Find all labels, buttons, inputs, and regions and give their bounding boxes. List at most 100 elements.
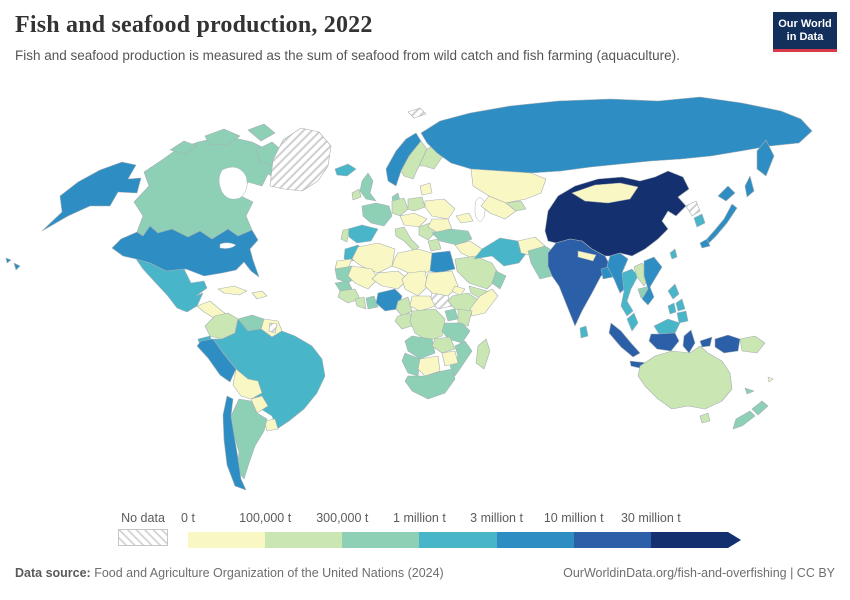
country-philippines-mindanao[interactable] — [676, 310, 689, 324]
country-vietnam[interactable] — [641, 256, 663, 306]
country-sudan[interactable] — [424, 270, 459, 297]
country-germany[interactable] — [391, 197, 409, 217]
legend-segment[interactable] — [265, 532, 343, 548]
country-cuba[interactable] — [217, 285, 248, 296]
legend-segment[interactable] — [650, 532, 728, 548]
country-greece[interactable] — [427, 238, 442, 252]
country-svalbard[interactable] — [407, 107, 427, 119]
country-united-kingdom[interactable] — [359, 172, 377, 202]
country-hawaii[interactable] — [5, 257, 21, 271]
country-chile[interactable] — [222, 395, 247, 491]
country-central-europe[interactable] — [399, 212, 428, 228]
country-spain[interactable] — [347, 224, 379, 244]
country-papua-new-guinea[interactable] — [739, 335, 766, 354]
country-italy[interactable] — [394, 226, 420, 252]
country-peru[interactable] — [196, 338, 237, 383]
country-taiwan[interactable] — [669, 248, 678, 260]
legend-segment[interactable] — [419, 532, 497, 548]
country-egypt[interactable] — [429, 250, 456, 274]
country-drc[interactable] — [409, 308, 446, 342]
country-guinea[interactable] — [337, 288, 361, 304]
country-alaska[interactable] — [41, 161, 142, 232]
country-zimbabwe[interactable] — [441, 350, 459, 367]
country-new-zealand-north[interactable] — [751, 400, 769, 416]
country-somalia[interactable] — [469, 288, 499, 317]
country-central-african-republic[interactable] — [409, 295, 436, 312]
country-belarus-ukraine[interactable] — [424, 198, 456, 220]
country-sweden[interactable] — [400, 140, 428, 180]
country-madagascar[interactable] — [475, 338, 491, 370]
country-philippines-palawan[interactable] — [667, 302, 677, 315]
country-kazakhstan[interactable] — [470, 168, 547, 204]
country-japan-honshu[interactable] — [705, 203, 738, 244]
country-japan-hokkaido[interactable] — [717, 185, 736, 202]
no-data-swatch[interactable] — [118, 529, 168, 546]
country-sri-lanka[interactable] — [579, 325, 589, 339]
country-north-korea[interactable] — [685, 200, 701, 217]
country-ghana[interactable] — [365, 295, 379, 310]
world-map — [0, 88, 850, 508]
country-canada-island[interactable] — [247, 123, 276, 142]
country-japan-kyushu[interactable] — [699, 238, 711, 249]
country-hispaniola[interactable] — [251, 290, 268, 300]
legend-segment[interactable] — [573, 532, 651, 548]
country-indonesia-papua[interactable] — [714, 334, 741, 354]
country-suriname[interactable] — [268, 322, 278, 334]
country-philippines-luzon[interactable] — [667, 283, 680, 300]
country-bolivia[interactable] — [232, 368, 263, 400]
country-congo[interactable] — [394, 312, 413, 330]
country-greenland[interactable] — [269, 127, 332, 192]
country-russia[interactable] — [420, 96, 813, 174]
country-namibia[interactable] — [401, 352, 421, 377]
country-tasmania[interactable] — [699, 412, 711, 424]
country-niger[interactable] — [371, 270, 409, 290]
country-canada-island[interactable] — [204, 128, 241, 146]
legend-no-data[interactable]: No data — [118, 511, 168, 546]
legend-segment[interactable] — [342, 532, 420, 548]
country-mongolia[interactable] — [571, 182, 639, 204]
country-fiji[interactable] — [767, 376, 774, 383]
country-ivory-coast[interactable] — [354, 296, 367, 310]
country-iceland[interactable] — [334, 163, 357, 177]
country-ireland[interactable] — [351, 188, 362, 201]
country-uganda[interactable] — [444, 308, 459, 322]
country-new-zealand-south[interactable] — [732, 410, 756, 430]
country-chad[interactable] — [401, 270, 429, 297]
country-thailand[interactable] — [620, 268, 639, 317]
country-portugal[interactable] — [340, 228, 350, 243]
license-link[interactable]: OurWorldinData.org/fish-and-overfishing … — [563, 566, 835, 580]
legend-segment[interactable] — [188, 532, 266, 548]
legend-segment[interactable] — [496, 532, 574, 548]
country-kenya[interactable] — [457, 308, 473, 327]
country-poland[interactable] — [407, 196, 426, 212]
country-south-africa[interactable] — [404, 368, 456, 400]
country-france[interactable] — [361, 202, 393, 227]
country-philippines-visayas[interactable] — [675, 298, 686, 312]
choropleth-svg — [5, 96, 813, 491]
country-indonesia-sulawesi[interactable] — [682, 329, 696, 354]
country-senegal[interactable] — [334, 280, 353, 292]
country-south-korea[interactable] — [693, 213, 706, 228]
country-indonesia-kalimantan[interactable] — [648, 332, 680, 352]
country-zambia[interactable] — [431, 336, 456, 354]
country-uzbekistan[interactable] — [505, 200, 527, 212]
country-australia[interactable] — [637, 345, 733, 410]
country-indonesia-sumatra[interactable] — [608, 322, 641, 358]
country-russia-kamchatka[interactable] — [756, 139, 775, 177]
country-caucasus[interactable] — [455, 212, 474, 224]
owid-logo[interactable]: Our World in Data — [773, 12, 837, 52]
country-mexico[interactable] — [135, 258, 208, 313]
country-russia-sakhalin[interactable] — [744, 175, 755, 198]
country-oman[interactable] — [491, 270, 507, 290]
country-baltics[interactable] — [419, 182, 433, 196]
country-turkey[interactable] — [431, 228, 473, 246]
country-uruguay[interactable] — [263, 418, 279, 432]
country-indonesia-moluccas[interactable] — [699, 336, 713, 348]
country-malaysia-peninsula[interactable] — [626, 312, 639, 332]
country-iran[interactable] — [473, 237, 529, 267]
country-mali[interactable] — [347, 265, 379, 290]
country-new-caledonia[interactable] — [744, 387, 755, 395]
country-nepal[interactable] — [577, 250, 597, 262]
country-malaysia-borneo[interactable] — [653, 318, 681, 335]
country-canada-island[interactable] — [169, 140, 198, 155]
